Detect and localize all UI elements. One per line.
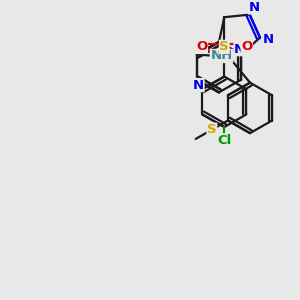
Text: S: S	[220, 40, 229, 53]
Text: NH: NH	[210, 50, 232, 62]
Text: N: N	[234, 43, 245, 56]
Text: S: S	[207, 123, 217, 136]
Text: Cl: Cl	[217, 134, 231, 147]
Text: O: O	[196, 40, 207, 53]
Text: N: N	[248, 1, 260, 14]
Text: O: O	[241, 40, 252, 53]
Text: N: N	[263, 33, 274, 46]
Text: N: N	[193, 79, 204, 92]
